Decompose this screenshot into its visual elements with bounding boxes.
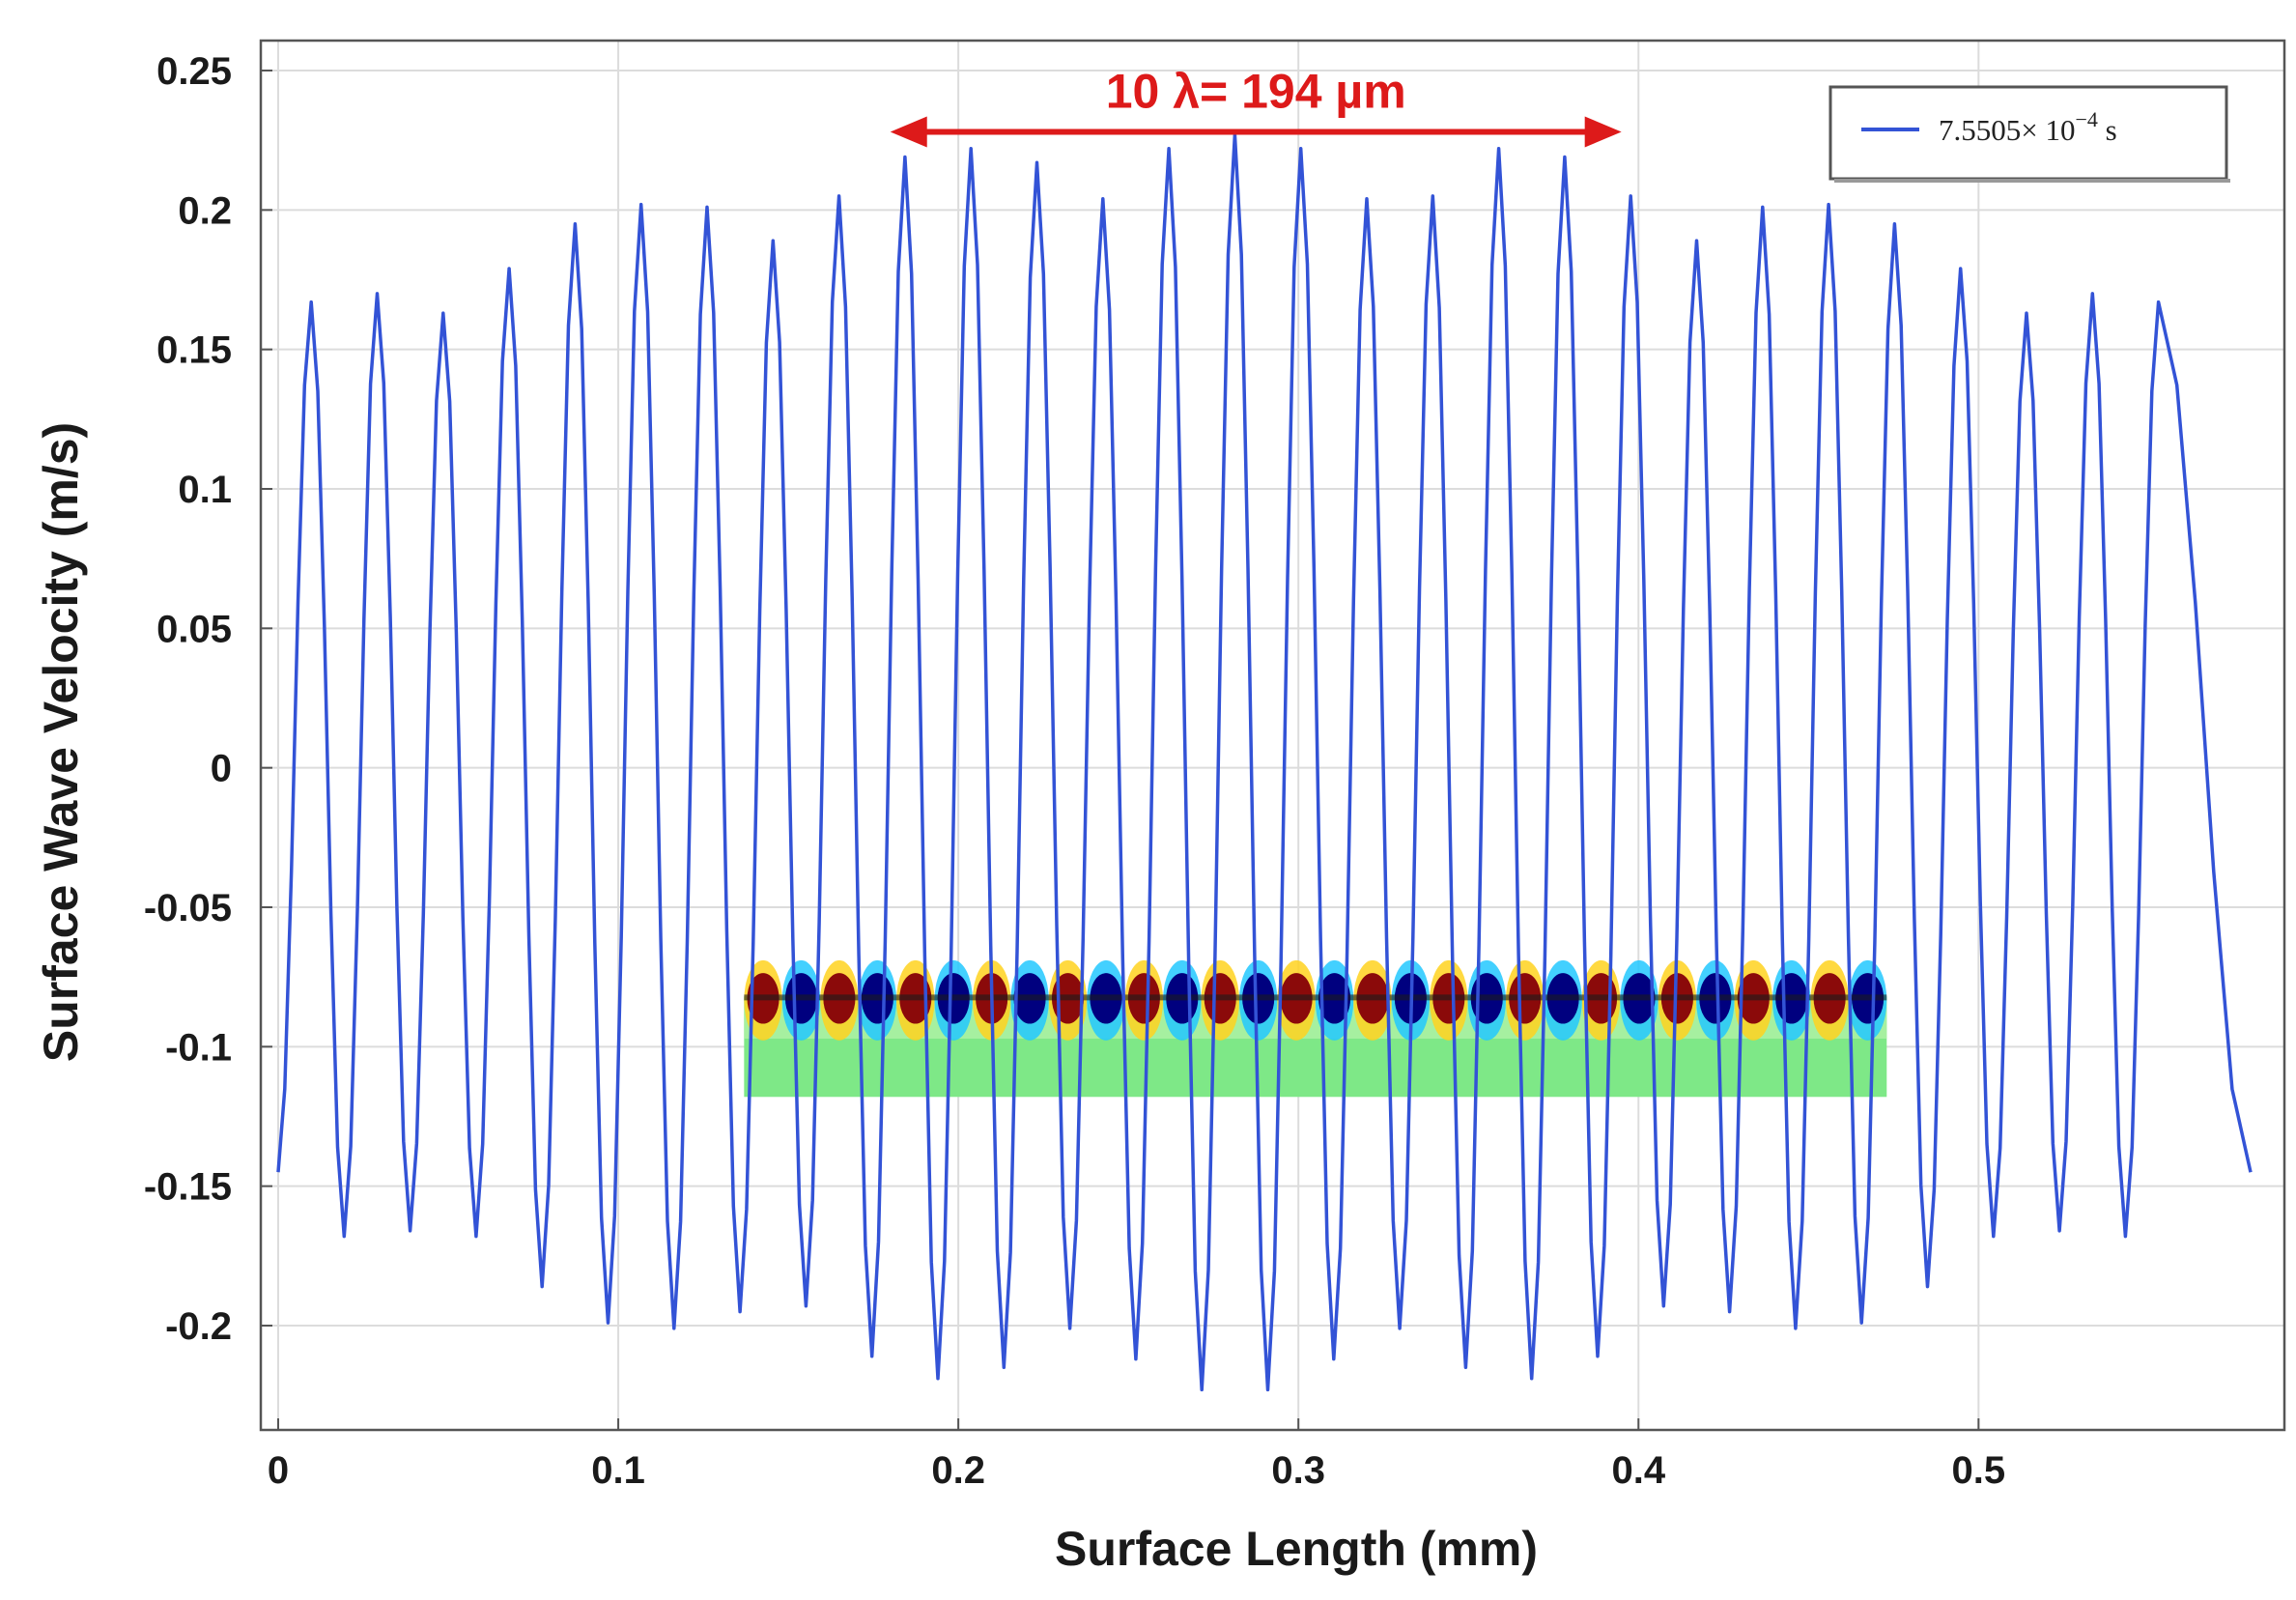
y-tick-label: 0.05	[156, 608, 232, 650]
x-tick-label: 0.4	[1611, 1449, 1665, 1492]
tick-layer: 0 0.1 0.2 0.3 0.4 0.5 -0.2 -0.15 -0.1 -0.05 0 0.05 0…	[144, 50, 2005, 1492]
x-tick-label: 0.5	[1952, 1449, 2006, 1492]
annotation-label: 10 λ= 194 µm	[1106, 65, 1406, 119]
annotation-arrowhead-left	[890, 116, 927, 148]
grid-layer	[261, 41, 2284, 1430]
x-tick-label: 0	[268, 1449, 289, 1492]
y-tick-label: 0.1	[178, 469, 232, 511]
x-tick-label: 0.2	[931, 1449, 985, 1492]
y-tick-label: -0.15	[144, 1166, 232, 1209]
y-axis-title: Surface Wave Velocity (m/s)	[34, 422, 88, 1062]
annotation-arrowhead-right	[1584, 116, 1622, 148]
legend-box	[1828, 85, 2228, 181]
legend-shadow	[1834, 179, 2230, 183]
y-tick-label: -0.1	[165, 1026, 232, 1069]
field-inset	[744, 959, 1887, 1098]
legend: 7.5505× 10−4 s	[1828, 85, 2230, 183]
legend-label: 7.5505× 10−4 s	[1939, 107, 2117, 147]
plot-frame	[259, 39, 2286, 1432]
y-tick-label: 0.15	[156, 329, 232, 372]
x-tick-label: 0.3	[1271, 1449, 1325, 1492]
annotation-layer: 10 λ= 194 µm	[890, 65, 1622, 148]
inset-top-edge	[744, 994, 1887, 1001]
x-tick-label: 0.1	[591, 1449, 645, 1492]
plot-background	[261, 41, 2284, 1430]
y-tick-label: 0.2	[178, 189, 232, 232]
y-tick-label: 0.25	[156, 50, 232, 93]
inset-surface-band	[744, 996, 1887, 1040]
y-tick-label: 0	[211, 748, 232, 790]
y-tick-label: -0.2	[165, 1305, 232, 1348]
y-tick-label: -0.05	[144, 887, 232, 929]
x-axis-title: Surface Length (mm)	[1055, 1522, 1538, 1576]
